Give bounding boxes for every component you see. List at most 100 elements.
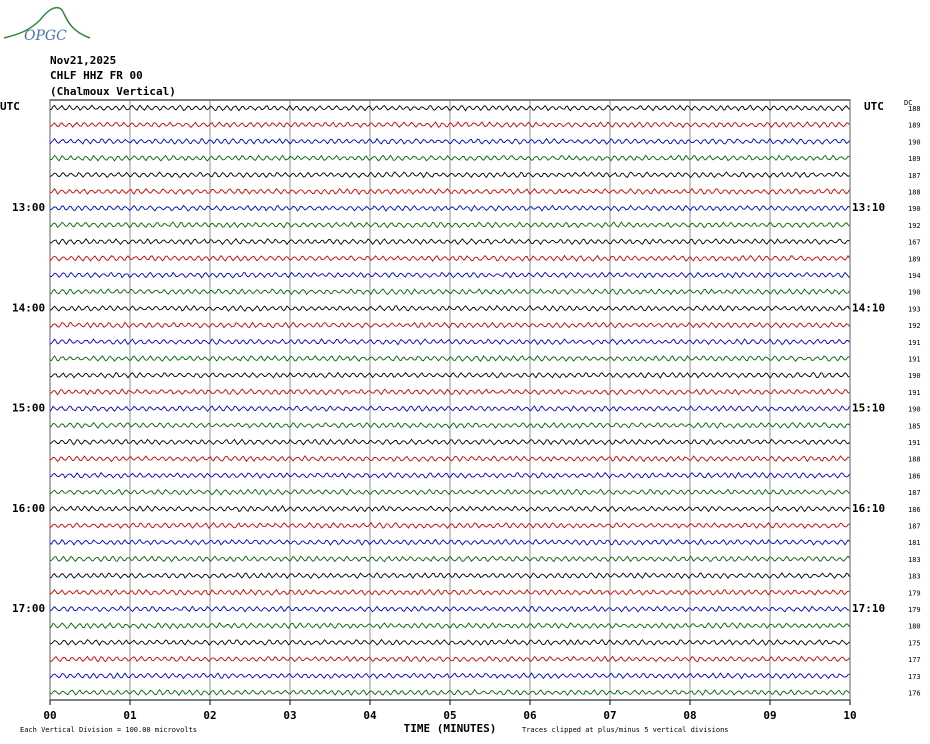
trace [49, 371, 850, 379]
offset-value: 191 [908, 339, 921, 347]
trace [49, 605, 850, 613]
offset-value: 167 [908, 239, 921, 247]
offset-value: 190 [908, 406, 921, 414]
trace [49, 355, 850, 363]
offset-value: 192 [908, 322, 921, 330]
trace [49, 421, 850, 429]
left-time-label: 17:00 [12, 602, 45, 615]
offset-value: 187 [908, 172, 921, 180]
x-tick-label: 03 [283, 709, 296, 722]
offset-value: 189 [908, 255, 921, 263]
x-tick-label: 01 [123, 709, 137, 722]
right-time-label: 16:10 [852, 502, 885, 515]
right-time-label: 13:10 [852, 201, 885, 214]
right-label: UTC [864, 100, 884, 113]
offset-value: 192 [908, 222, 921, 230]
trace [49, 187, 850, 196]
offset-value: 190 [908, 289, 921, 297]
trace [49, 254, 850, 262]
trace [49, 121, 850, 129]
clip-note: Traces clipped at plus/minus 5 vertical … [522, 726, 729, 734]
trace [49, 521, 850, 530]
right-time-label: 15:10 [852, 402, 885, 415]
right-time-label: 14:10 [852, 301, 885, 314]
offset-value: 190 [908, 372, 921, 380]
logo-text: OPGC [24, 28, 67, 44]
x-tick-label: 05 [443, 709, 456, 722]
offset-label: DC [904, 99, 912, 107]
x-tick-label: 07 [603, 709, 616, 722]
offset-value: 191 [908, 356, 921, 364]
offset-value: 188 [908, 105, 921, 113]
offset-value: 173 [908, 673, 921, 681]
trace [49, 672, 850, 680]
x-tick-label: 00 [43, 709, 56, 722]
offset-value: 179 [908, 606, 921, 614]
offset-value: 179 [908, 589, 921, 597]
trace [49, 638, 850, 646]
trace [49, 388, 850, 396]
trace [49, 104, 850, 112]
trace [49, 505, 850, 513]
trace [49, 655, 850, 663]
offset-value: 183 [908, 573, 921, 581]
offset-value: 187 [908, 523, 921, 531]
trace [49, 622, 850, 630]
trace [49, 338, 850, 346]
trace [49, 271, 850, 279]
trace [49, 238, 850, 246]
x-axis-label: TIME (MINUTES) [404, 722, 497, 735]
offset-value: 189 [908, 155, 921, 163]
offset-value: 194 [908, 272, 921, 280]
left-time-label: 16:00 [12, 502, 45, 515]
x-tick-label: 08 [683, 709, 696, 722]
offset-value: 186 [908, 506, 921, 514]
trace [49, 471, 850, 479]
trace [49, 538, 850, 546]
offset-value: 175 [908, 639, 921, 647]
x-tick-label: 09 [763, 709, 776, 722]
x-tick-label: 10 [843, 709, 856, 722]
logo-curve [3, 6, 91, 39]
trace [50, 154, 850, 162]
trace [49, 488, 850, 496]
trace [49, 137, 850, 145]
offset-value: 189 [908, 122, 921, 130]
offset-value: 186 [908, 472, 921, 480]
trace [49, 405, 850, 413]
trace [49, 304, 850, 312]
trace [49, 171, 850, 179]
header-line: (Chalmoux Vertical) [50, 85, 176, 98]
offset-value: 188 [908, 189, 921, 197]
offset-value: 183 [908, 556, 921, 564]
offset-value: 188 [908, 456, 921, 464]
left-time-label: 15:00 [12, 402, 45, 415]
trace [49, 204, 850, 212]
trace [49, 572, 850, 580]
trace [49, 588, 850, 596]
header-line: CHLF HHZ FR 00 [50, 69, 143, 82]
offset-value: 180 [908, 623, 921, 631]
x-tick-label: 02 [203, 709, 216, 722]
scale-note: Each Vertical Division = 100.00 microvol… [20, 726, 197, 734]
logo: OPGC [3, 6, 91, 44]
left-time-label: 13:00 [12, 201, 45, 214]
trace [49, 455, 850, 463]
x-tick-label: 06 [523, 709, 537, 722]
right-time-label: 17:10 [852, 602, 885, 615]
offset-value: 187 [908, 489, 921, 497]
offset-value: 176 [908, 690, 921, 698]
header-line: Nov21,2025 [50, 54, 116, 67]
offset-value: 177 [908, 656, 921, 664]
trace [49, 688, 850, 697]
offset-value: 190 [908, 205, 921, 213]
offset-value: 181 [908, 539, 921, 547]
offset-value: 190 [908, 138, 921, 146]
trace [49, 288, 850, 296]
left-time-label: 14:00 [12, 301, 45, 314]
offset-value: 191 [908, 439, 921, 447]
x-tick-label: 04 [363, 709, 377, 722]
trace [49, 438, 850, 446]
trace [49, 221, 850, 229]
